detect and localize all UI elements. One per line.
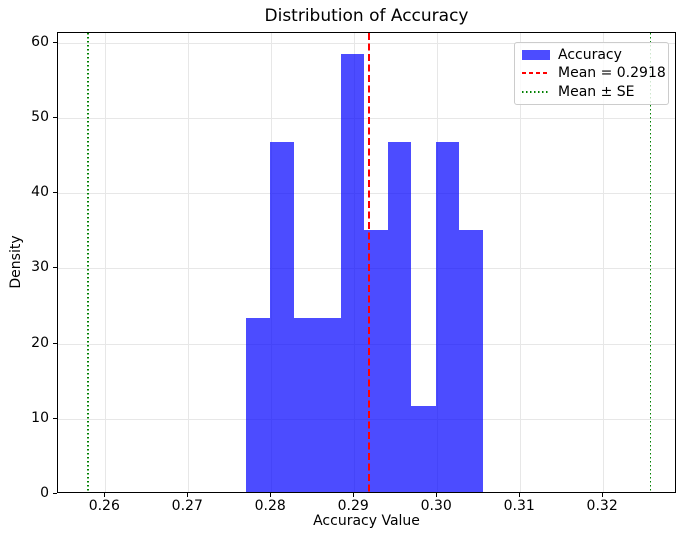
histogram-bar — [316, 318, 341, 492]
y-gridline — [58, 193, 675, 195]
histogram-bar — [435, 142, 459, 492]
x-tick-label: 0.28 — [254, 498, 286, 514]
y-tick-mark — [53, 342, 57, 344]
x-gridline — [105, 33, 107, 492]
chart-title: Distribution of Accuracy — [264, 6, 469, 26]
y-tick-label: 0 — [40, 485, 49, 501]
y-gridline — [58, 42, 675, 44]
x-tick-label: 0.29 — [337, 498, 369, 514]
y-gridline — [58, 117, 675, 119]
histogram-bar — [411, 406, 436, 492]
x-tick-label: 0.31 — [503, 498, 535, 514]
se-line-lower — [87, 33, 89, 492]
x-tick-mark — [353, 493, 355, 497]
x-gridline — [188, 33, 190, 492]
legend-swatch-se-line — [522, 90, 550, 93]
y-tick-label: 40 — [31, 184, 49, 201]
y-tick-label: 60 — [31, 33, 49, 50]
legend-swatch-mean-line — [522, 72, 550, 75]
x-tick-label: 0.30 — [420, 498, 452, 514]
se-line-upper — [649, 33, 652, 492]
legend-item-mean: Mean = 0.2918 — [522, 64, 666, 82]
histogram-bar — [340, 54, 365, 492]
histogram-bar — [293, 318, 317, 492]
legend-label: Accuracy — [558, 47, 622, 64]
y-tick-label: 10 — [31, 409, 49, 426]
x-tick-mark — [104, 493, 106, 497]
legend-label: Mean = 0.2918 — [558, 65, 666, 82]
x-tick-mark — [436, 493, 438, 497]
histogram-bar — [458, 230, 483, 492]
y-tick-mark — [53, 192, 57, 194]
y-tick-mark — [53, 417, 57, 419]
x-gridline — [603, 33, 605, 492]
mean-line — [368, 33, 371, 492]
histogram-bar — [388, 142, 412, 492]
x-tick-mark — [519, 493, 521, 497]
x-tick-mark — [602, 493, 604, 497]
x-tick-label: 0.27 — [171, 498, 203, 514]
y-tick-label: 20 — [31, 334, 49, 351]
x-tick-label: 0.32 — [586, 498, 618, 514]
y-tick-mark — [53, 267, 57, 269]
legend-item-accuracy: Accuracy — [522, 46, 661, 64]
x-axis-label: Accuracy Value — [313, 513, 420, 529]
y-tick-mark — [53, 41, 57, 43]
y-tick-label: 50 — [31, 108, 49, 125]
plot-area — [57, 32, 676, 493]
x-gridline — [520, 33, 522, 492]
x-tick-mark — [187, 493, 189, 497]
legend: Accuracy Mean = 0.2918 Mean ± SE — [514, 42, 669, 105]
y-tick-mark — [53, 116, 57, 118]
x-tick-mark — [270, 493, 272, 497]
histogram-bar — [246, 318, 270, 492]
x-tick-label: 0.26 — [88, 498, 120, 514]
y-tick-label: 30 — [31, 259, 49, 276]
legend-label: Mean ± SE — [558, 83, 635, 100]
legend-swatch-accuracy — [522, 50, 550, 61]
legend-item-mean-se: Mean ± SE — [522, 83, 661, 101]
y-tick-mark — [53, 493, 57, 494]
histogram-bar — [269, 142, 294, 492]
